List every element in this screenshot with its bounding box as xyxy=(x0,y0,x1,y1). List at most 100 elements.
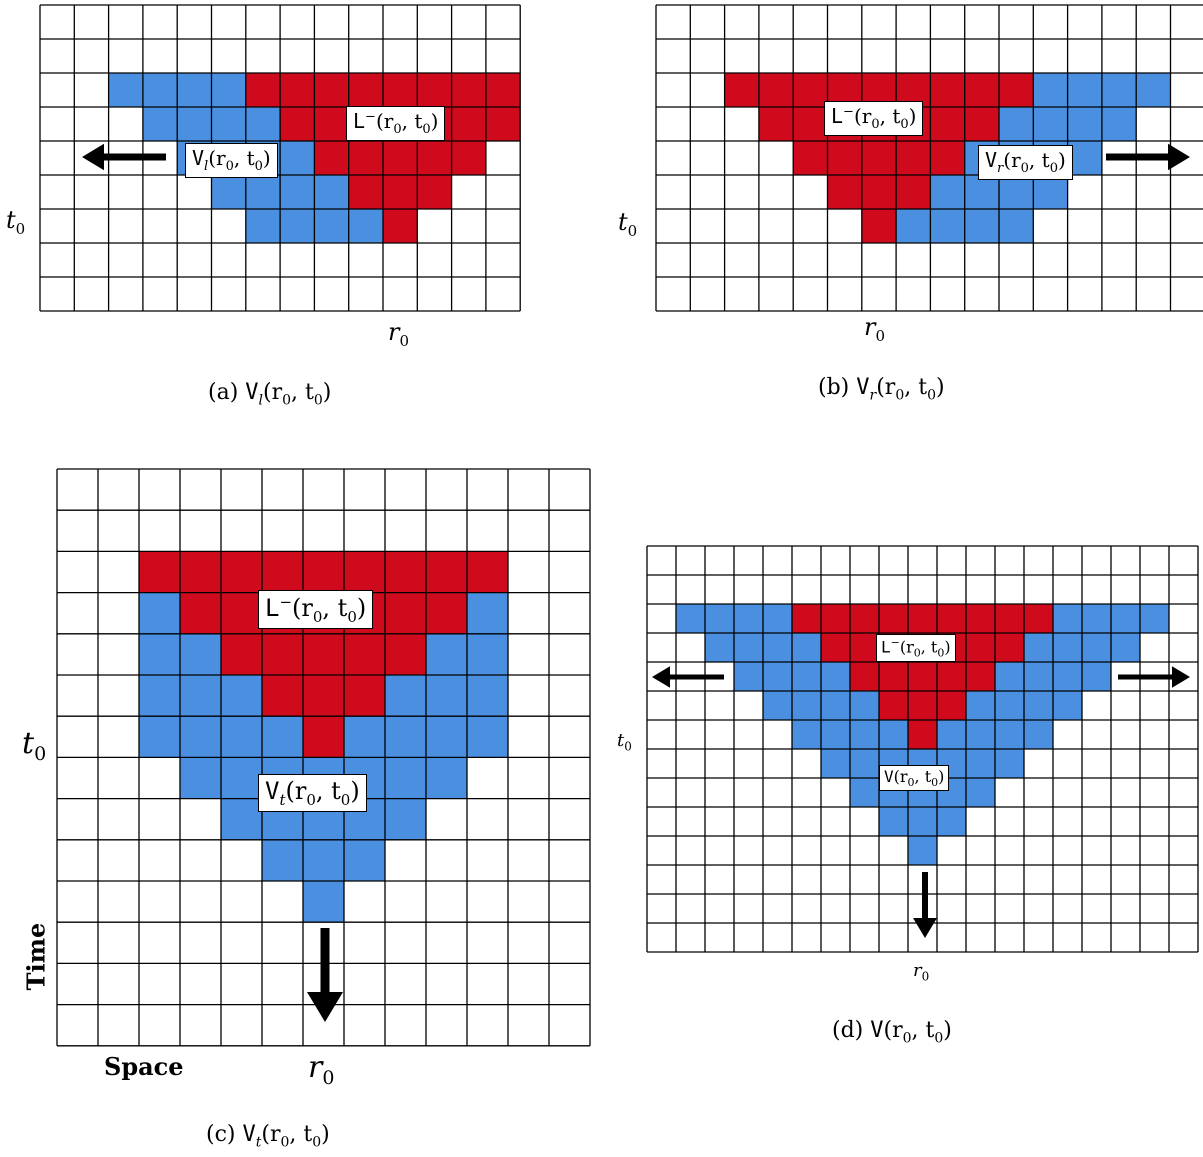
panel-a-cell-red xyxy=(451,141,486,175)
panel-c-cell-red xyxy=(426,592,467,634)
panel-d-cell-blue xyxy=(995,720,1024,749)
panel-c-cell-red xyxy=(303,675,344,717)
panel-d-cell-blue xyxy=(1024,691,1053,720)
panel-c-cell-red xyxy=(180,592,221,634)
panel-d-arrow-down xyxy=(913,918,937,938)
panel-d-cell-red xyxy=(850,633,879,662)
panel-b-cell-red xyxy=(896,175,931,209)
panel-d-cell-blue xyxy=(705,604,734,633)
panel-c-cell-blue xyxy=(180,757,221,799)
panel-a-cell-red xyxy=(383,175,418,209)
panel-d-cell-blue xyxy=(1024,662,1053,691)
panel-c-cell-red xyxy=(221,551,262,593)
panel-d-cell-blue xyxy=(995,662,1024,691)
panel-d-cell-red xyxy=(966,633,995,662)
panel-b-cell-red xyxy=(861,175,897,209)
panel-d-cell-blue xyxy=(792,633,821,662)
panel-b-cell-red xyxy=(999,73,1034,107)
panel-b-cell-red xyxy=(827,141,862,175)
panel-a-cell-blue xyxy=(245,107,281,141)
panel-b-cell-red xyxy=(964,107,999,141)
panel-d-cell-red xyxy=(792,604,821,633)
panel-b-cell-red xyxy=(930,141,965,175)
panel-c-cell-red xyxy=(385,633,426,675)
panel-c-cell-blue xyxy=(180,675,221,717)
panel-b-cell-red xyxy=(861,209,897,243)
panel-b-cell-blue xyxy=(1136,73,1171,107)
panel-d-cell-blue xyxy=(966,691,995,720)
panel-b-arrow-right xyxy=(1168,143,1190,171)
panel-d-cell-red xyxy=(879,604,908,633)
panel-a-cell-red xyxy=(314,73,349,107)
panel-d-cell-blue xyxy=(937,720,966,749)
panel-d-cell-red xyxy=(850,662,879,691)
panel-b-cell-red xyxy=(964,73,999,107)
panel-b-space-marker: r0 xyxy=(864,313,886,345)
panel-b-region-label: L−(r0, t0) xyxy=(824,101,924,136)
panel-d-cell-blue xyxy=(966,720,995,749)
panel-c-cell-blue xyxy=(467,716,508,758)
panel-d-cell-blue xyxy=(850,778,879,807)
panel-b-cell-blue xyxy=(999,175,1034,209)
panel-d-cell-red xyxy=(937,691,966,720)
panel-d-cell-blue xyxy=(995,691,1024,720)
panel-d-arrow-right xyxy=(1172,666,1190,688)
panel-a-cell-blue xyxy=(142,73,178,107)
panel-d-arrow-left xyxy=(652,666,670,688)
panel-a-cell-red xyxy=(348,73,383,107)
panel-d-time-marker: t0 xyxy=(617,730,632,754)
panel-b-cell-red xyxy=(930,73,965,107)
panel-b-cell-red xyxy=(793,141,828,175)
panel-b-cell-blue xyxy=(964,175,999,209)
panel-c-cell-blue xyxy=(303,881,344,923)
panel-d-cell-blue xyxy=(821,662,850,691)
panel-c-cell-red xyxy=(467,551,508,593)
panel-d-cell-blue xyxy=(1111,604,1140,633)
panel-c-cell-blue xyxy=(426,757,467,799)
panel-d-space-marker: r0 xyxy=(913,960,930,984)
panel-c-cell-blue xyxy=(344,716,385,758)
panel-d-cell-blue xyxy=(1053,662,1082,691)
panel-b-cell-red xyxy=(758,107,794,141)
panel-c-cell-red xyxy=(303,633,344,675)
panel-a-view-label: Vl(r0, t0) xyxy=(185,143,278,178)
panel-d-cell-blue xyxy=(1111,633,1140,662)
panel-d-cell-blue xyxy=(908,807,937,836)
panel-b-cell-blue xyxy=(930,209,965,243)
panel-d-cell-blue xyxy=(850,749,879,778)
panel-c-cell-red xyxy=(385,551,426,593)
panel-d-cell-blue xyxy=(734,633,763,662)
panel-d-cell-blue xyxy=(734,662,763,691)
panel-d-cell-red xyxy=(879,691,908,720)
panel-c-cell-red xyxy=(262,633,303,675)
panel-a-cell-red xyxy=(417,175,452,209)
panel-d-cell-blue xyxy=(850,691,879,720)
panel-d-cell-red xyxy=(850,604,879,633)
panel-c-axis-space: Space xyxy=(104,1052,184,1081)
panel-c-region-label: L−(r0, t0) xyxy=(258,590,374,629)
panel-d-cell-red xyxy=(908,604,937,633)
panel-b-cell-red xyxy=(793,107,828,141)
panel-d-cell-blue xyxy=(908,836,937,865)
panel-a-region-label: L−(r0, t0) xyxy=(346,106,446,141)
panel-d-cell-red xyxy=(821,604,850,633)
panel-c-cell-blue xyxy=(303,839,344,881)
panel-a-cell-blue xyxy=(280,141,315,175)
panel-a-time-marker: t0 xyxy=(6,206,26,238)
panel-a-cell-red xyxy=(451,73,486,107)
panel-b-cell-blue xyxy=(1067,107,1102,141)
panel-d-cell-blue xyxy=(792,691,821,720)
panel-d-cell-blue xyxy=(821,691,850,720)
panel-a-cell-blue xyxy=(280,209,315,243)
panel-c-caption: (c) Vt(r0, t0) xyxy=(206,1122,330,1151)
panel-c-cell-blue xyxy=(467,633,508,675)
panel-c-cell-blue xyxy=(426,633,467,675)
panel-a-cell-blue xyxy=(245,209,281,243)
panel-d-cell-blue xyxy=(1024,633,1053,662)
panel-d-cell-red xyxy=(908,720,937,749)
panel-a-cell-blue xyxy=(314,175,349,209)
panel-c-cell-blue xyxy=(385,716,426,758)
panel-a-cell-blue xyxy=(211,107,246,141)
panel-d-caption: (d) V(r0, t0) xyxy=(832,1018,952,1047)
panel-d-cell-blue xyxy=(705,633,734,662)
